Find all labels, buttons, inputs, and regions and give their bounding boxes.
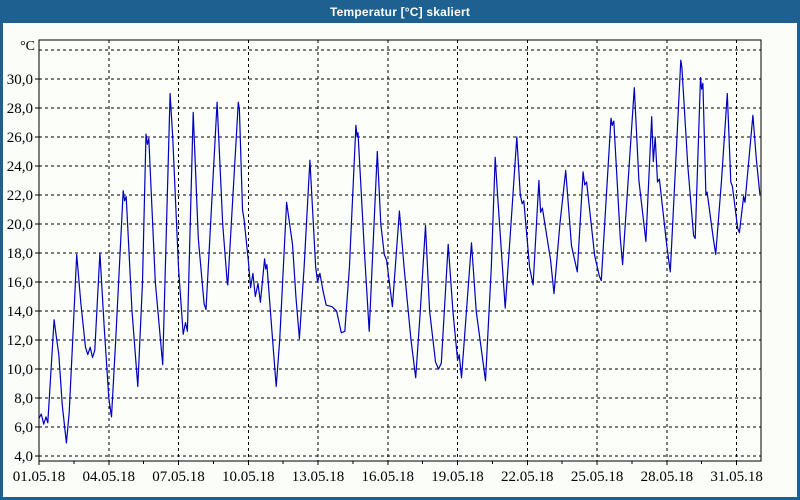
x-tick-label: 04.05.18 [83,469,136,485]
x-tick-label: 16.05.18 [362,469,415,485]
y-tick-label: 4,0 [14,449,33,465]
y-tick-label: 24,0 [7,159,33,175]
y-tick-label: 18,0 [7,246,33,262]
x-tick-label: 19.05.18 [431,469,484,485]
x-tick-label: 10.05.18 [222,469,275,485]
y-tick-label: 16,0 [7,275,33,291]
window-title: Temperatur [°C] skaliert [329,4,471,19]
y-tick-label: 8,0 [14,391,33,407]
y-tick-label: 10,0 [7,362,33,378]
x-tick-label: 22.05.18 [501,469,554,485]
x-tick-label: 07.05.18 [152,469,205,485]
y-tick-label: 14,0 [7,304,33,320]
y-tick-label: 12,0 [7,333,33,349]
x-tick-label: 13.05.18 [292,469,345,485]
x-tick-label: 31.05.18 [710,469,763,485]
plot-border [38,39,762,462]
x-tick-label: 25.05.18 [571,469,624,485]
title-bar: Temperatur [°C] skaliert [0,0,800,23]
temperature-chart: 30,0 28,0 26,0 24,0 22,0 20,0 18,0 16,0 14,0 12,0… [7,39,763,485]
y-tick-label: 20,0 [7,217,33,233]
y-tick-label: 22,0 [7,188,33,204]
y-tick-label: 26,0 [7,130,33,146]
y-tick-label: 28,0 [7,101,33,117]
y-axis-unit-label: °C [20,39,35,54]
series-temperatur [38,59,761,444]
y-tick-label: 6,0 [14,420,33,436]
x-tick-label: 01.05.18 [13,469,66,485]
x-tick-label: 28.05.18 [641,469,694,485]
plot-area [39,40,761,461]
y-tick-label: 30,0 [7,72,33,88]
